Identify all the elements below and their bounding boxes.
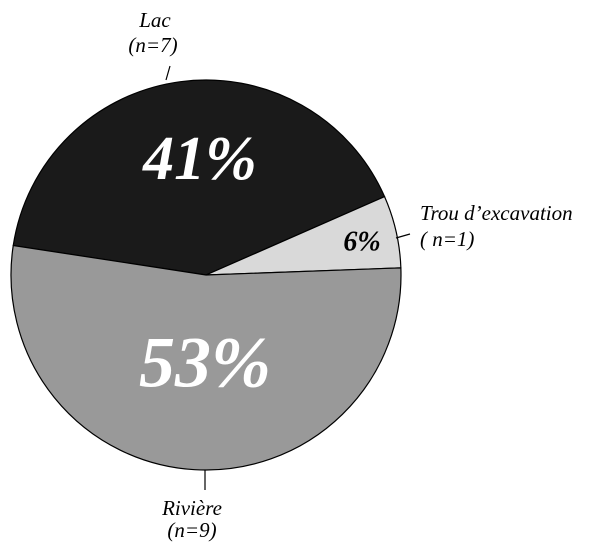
count-label: ( n=1) xyxy=(420,227,474,251)
count-label: (n=9) xyxy=(167,518,216,542)
category-label: Trou d’excavation xyxy=(420,201,573,225)
count-label: (n=7) xyxy=(128,33,177,57)
category-label: Lac xyxy=(138,8,171,32)
value-label: 41% xyxy=(142,125,257,193)
pie-slice xyxy=(12,79,386,276)
leader-line xyxy=(165,65,171,81)
category-label: Rivière xyxy=(161,496,222,520)
pie-slice xyxy=(10,244,402,471)
leader-line xyxy=(395,233,411,239)
value-label: 6% xyxy=(343,226,380,257)
slices xyxy=(10,79,402,471)
value-label: 53% xyxy=(139,323,271,403)
